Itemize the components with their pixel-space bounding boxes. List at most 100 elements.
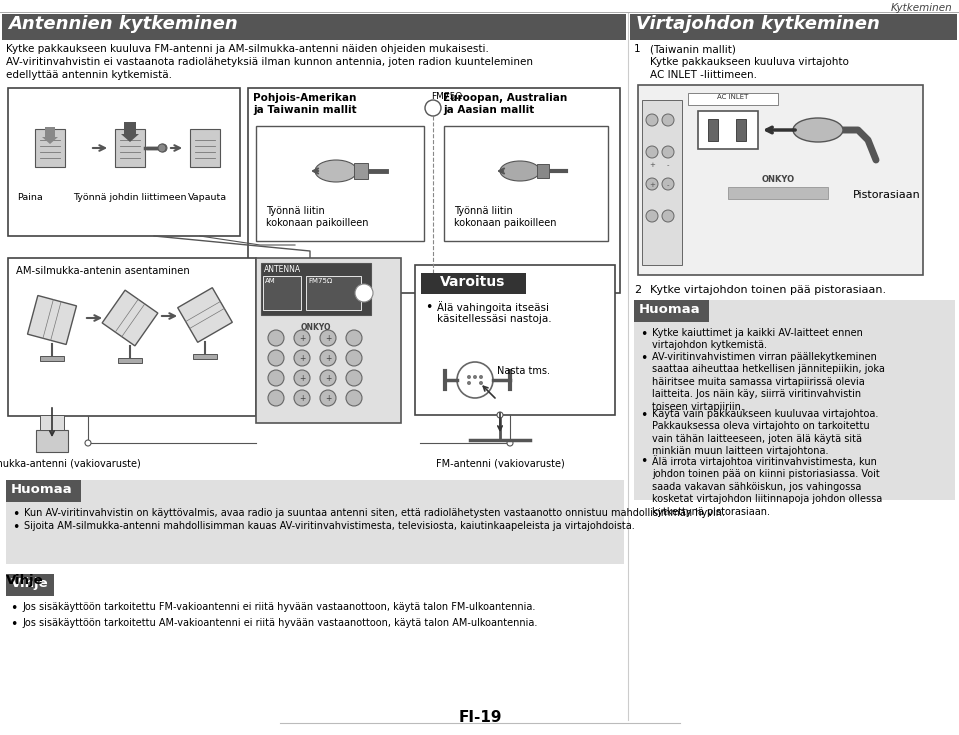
Text: 1: 1 [634,44,641,54]
Circle shape [457,362,493,398]
Text: Vihje: Vihje [6,574,43,587]
FancyArrow shape [121,122,139,142]
Circle shape [346,390,362,406]
Bar [193,354,217,359]
Circle shape [497,412,503,418]
Circle shape [85,440,91,446]
Bar [444,126,608,241]
Text: -: - [667,182,669,188]
Ellipse shape [315,160,357,182]
Text: Antennien kytkeminen: Antennien kytkeminen [8,15,238,33]
Circle shape [320,330,336,346]
Text: Paina: Paina [17,193,43,202]
Text: Kun AV-viritinvahvistin on käyttövalmis, avaa radio ja suuntaa antenni siten, et: Kun AV-viritinvahvistin on käyttövalmis,… [24,508,725,518]
Circle shape [646,210,658,222]
Bar [261,263,371,315]
Bar [6,574,54,596]
Bar [40,356,64,362]
Text: kokonaan paikoilleen: kokonaan paikoilleen [266,218,368,228]
Text: Kytke pakkaukseen kuuluva virtajohto: Kytke pakkaukseen kuuluva virtajohto [650,57,849,67]
Text: Työnnä liitin: Työnnä liitin [454,206,513,216]
Circle shape [268,390,284,406]
Polygon shape [103,290,158,346]
Text: AC INLET -liittimeen.: AC INLET -liittimeen. [650,70,757,80]
Circle shape [646,114,658,126]
Bar [537,164,549,178]
Text: +: + [299,334,305,343]
Text: +: + [649,182,655,188]
Text: Älä irrota virtajohtoa viritinvahvistimesta, kun
johdon toinen pää on kiinni pis: Älä irrota virtajohtoa viritinvahvistime… [652,455,882,517]
Circle shape [346,350,362,366]
Text: FM-antenni (vakiovaruste): FM-antenni (vakiovaruste) [435,458,565,468]
Circle shape [268,370,284,386]
Text: ANTENNA: ANTENNA [264,265,301,274]
Bar [421,273,526,294]
Bar [306,276,361,310]
Polygon shape [177,287,232,343]
Bar [634,300,955,500]
Bar [40,415,64,430]
Bar [118,358,142,363]
Bar [2,14,626,40]
Bar [354,163,368,179]
Text: Kytke kaiuttimet ja kaikki AV-laitteet ennen
virtajohdon kytkemistä.: Kytke kaiuttimet ja kaikki AV-laitteet e… [652,328,863,351]
Circle shape [158,144,166,152]
Text: Työnnä johdin liittimeen: Työnnä johdin liittimeen [73,193,187,202]
Circle shape [159,144,167,152]
Text: Työnnä liitin: Työnnä liitin [266,206,325,216]
Circle shape [507,440,513,446]
Bar [688,93,778,105]
Bar [115,129,145,167]
Bar [263,276,301,310]
Bar [630,14,957,40]
Bar [256,126,424,241]
Circle shape [268,350,284,366]
Text: 2: 2 [634,285,642,295]
Bar [190,129,220,167]
Bar [6,480,81,502]
Text: •: • [640,352,647,365]
Text: ja Taiwanin mallit: ja Taiwanin mallit [253,105,357,115]
Bar [256,258,401,423]
Text: Vapauta: Vapauta [187,193,226,202]
Bar [415,265,615,415]
Circle shape [479,381,483,385]
Bar [698,111,758,149]
Circle shape [646,146,658,158]
Text: -: - [667,162,669,168]
Circle shape [479,375,483,379]
Circle shape [662,146,674,158]
Circle shape [467,375,471,379]
Bar [634,300,709,322]
Text: Jos sisäkäyttöön tarkoitettu FM-vakioantenni ei riitä hyvään vastaanottoon, käyt: Jos sisäkäyttöön tarkoitettu FM-vakioant… [22,602,535,612]
Text: ja Aasian mallit: ja Aasian mallit [443,105,534,115]
Bar [8,258,256,416]
Text: AC INLET: AC INLET [717,94,749,100]
Text: +: + [325,393,331,403]
Circle shape [294,370,310,386]
Text: •: • [640,409,647,422]
Bar [642,100,682,265]
Text: •: • [640,455,647,468]
Circle shape [467,381,471,385]
Text: Vihje: Vihje [11,577,49,590]
Text: edellyttää antennin kytkemistä.: edellyttää antennin kytkemistä. [6,70,172,80]
Text: kokonaan paikoilleen: kokonaan paikoilleen [454,218,556,228]
Text: Kytke virtajohdon toinen pää pistorasiaan.: Kytke virtajohdon toinen pää pistorasiaa… [650,285,886,295]
Bar [36,430,68,452]
Text: FI-19: FI-19 [458,710,502,725]
Text: Euroopan, Australian: Euroopan, Australian [443,93,568,103]
Circle shape [320,370,336,386]
Text: +: + [325,334,331,343]
Bar [736,119,746,141]
Text: ONKYO: ONKYO [301,323,331,332]
Text: Varoitus: Varoitus [440,275,505,289]
Text: (Taiwanin mallit): (Taiwanin mallit) [650,44,736,54]
Circle shape [346,330,362,346]
Circle shape [662,114,674,126]
Circle shape [320,350,336,366]
Text: •: • [640,328,647,341]
Polygon shape [28,295,77,345]
Text: Älä vahingoita itseäsi: Älä vahingoita itseäsi [437,301,549,313]
Circle shape [355,284,373,302]
